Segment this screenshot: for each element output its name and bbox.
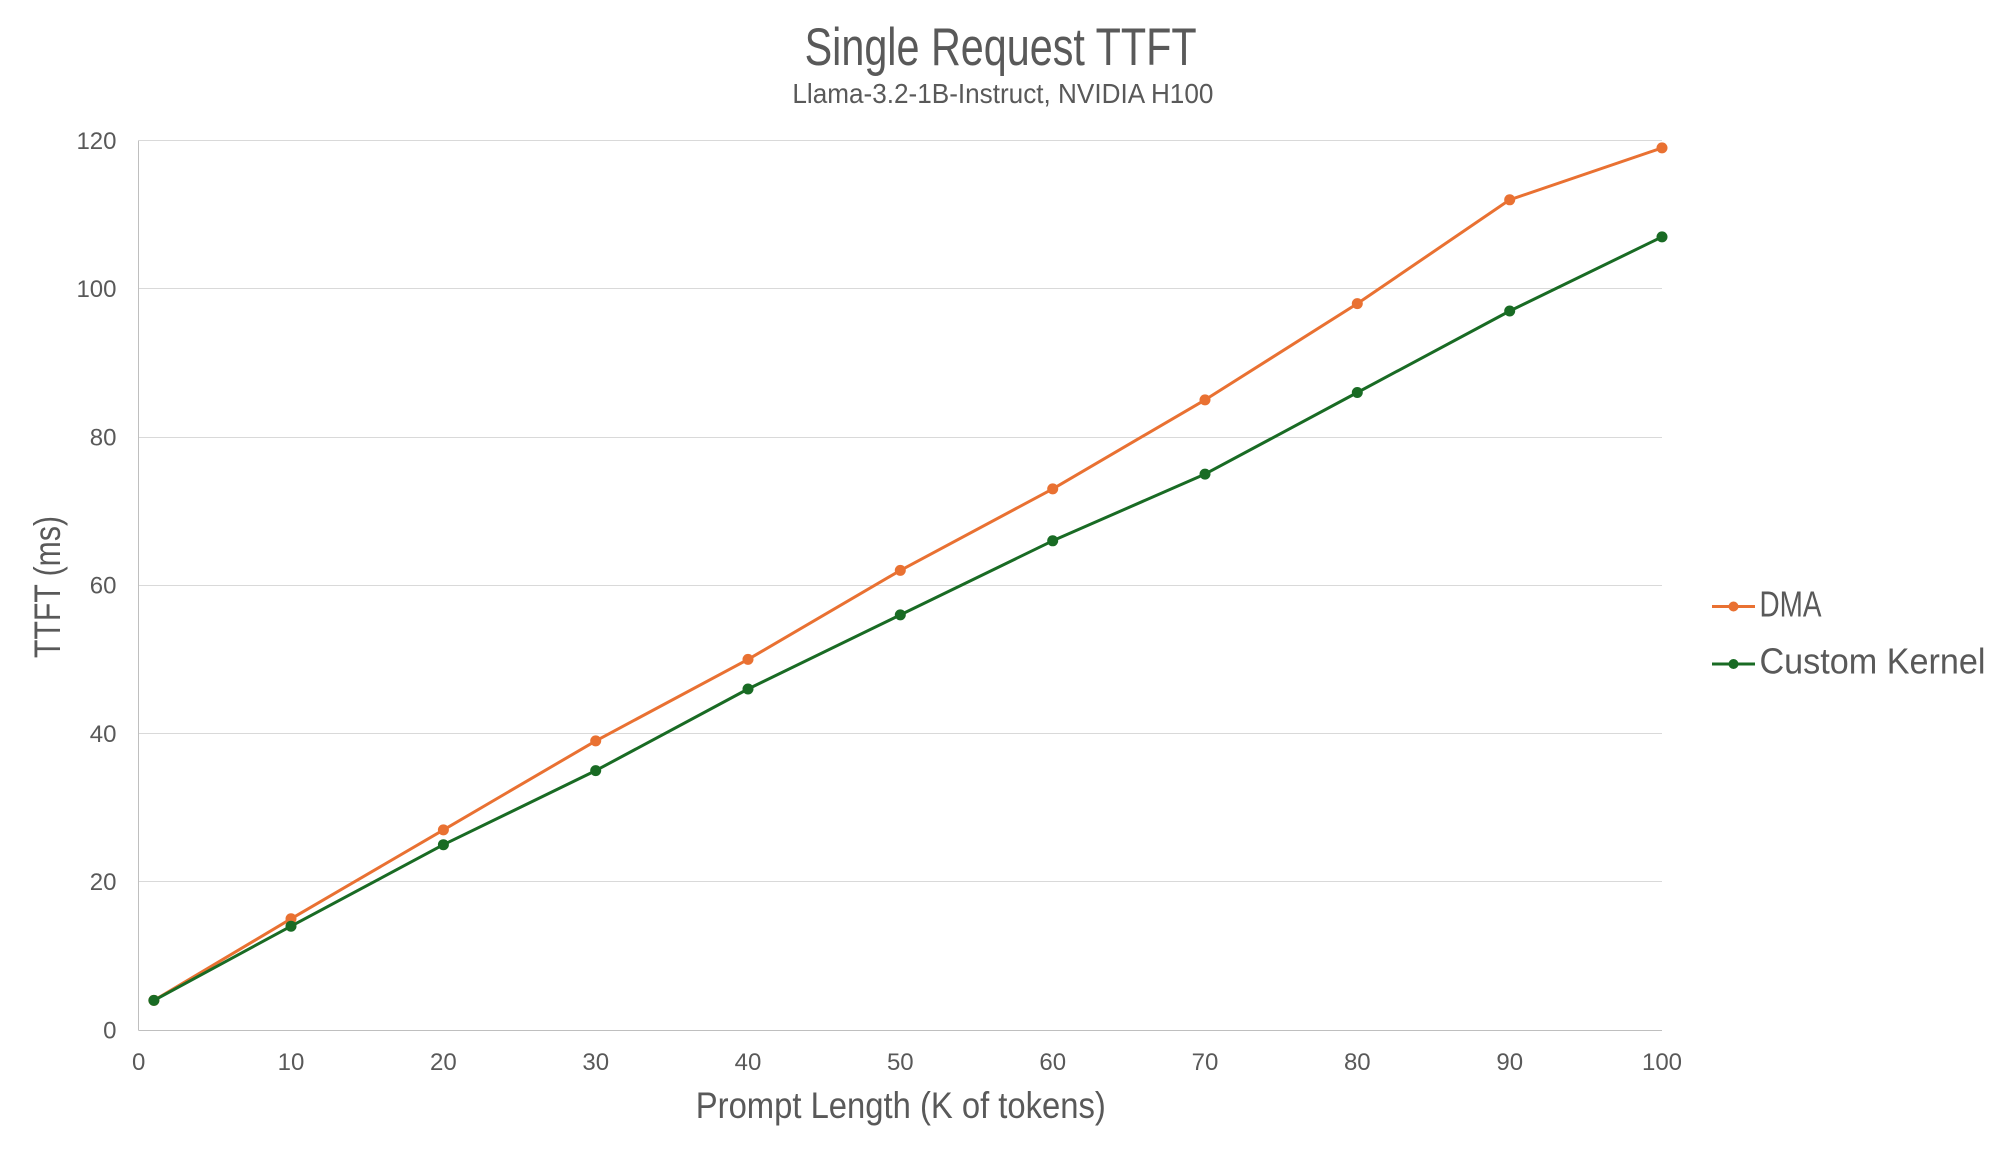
svg-text:40: 40	[735, 1049, 762, 1076]
svg-text:0: 0	[103, 1017, 116, 1044]
svg-text:Llama-3.2-1B-Instruct, NVIDIA: Llama-3.2-1B-Instruct, NVIDIA H100	[792, 78, 1213, 109]
svg-text:20: 20	[430, 1049, 457, 1076]
svg-text:80: 80	[90, 424, 117, 451]
svg-text:DMA: DMA	[1760, 584, 1822, 625]
svg-text:90: 90	[1496, 1049, 1523, 1076]
svg-text:40: 40	[90, 721, 117, 748]
svg-text:Single Request TTFT: Single Request TTFT	[805, 18, 1197, 77]
svg-text:60: 60	[90, 573, 117, 600]
svg-text:120: 120	[76, 128, 116, 155]
svg-text:50: 50	[887, 1049, 914, 1076]
svg-text:80: 80	[1344, 1049, 1371, 1076]
svg-text:10: 10	[278, 1049, 305, 1076]
svg-text:100: 100	[1642, 1049, 1682, 1076]
svg-text:Custom Kernel: Custom Kernel	[1760, 641, 1986, 682]
svg-text:0: 0	[132, 1049, 145, 1076]
svg-text:70: 70	[1192, 1049, 1219, 1076]
svg-text:Prompt Length (K of tokens): Prompt Length (K of tokens)	[696, 1085, 1106, 1126]
svg-text:60: 60	[1039, 1049, 1066, 1076]
svg-text:30: 30	[582, 1049, 609, 1076]
svg-text:TTFT (ms): TTFT (ms)	[27, 516, 68, 658]
svg-text:100: 100	[76, 276, 116, 303]
svg-text:20: 20	[90, 869, 117, 896]
